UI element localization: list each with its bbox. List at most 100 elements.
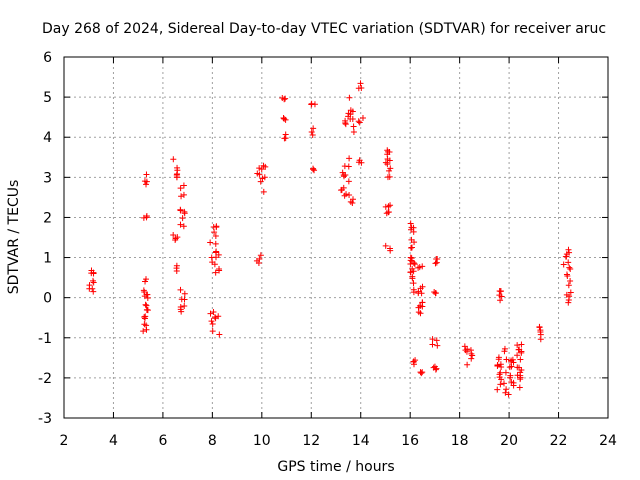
- data-point-marker: [433, 337, 440, 344]
- y-tick-label: 4: [43, 130, 52, 146]
- data-point-marker: [143, 178, 150, 185]
- data-point-marker: [416, 264, 423, 271]
- data-point-marker: [170, 231, 177, 238]
- data-point-marker: [143, 214, 150, 221]
- data-point-marker: [341, 192, 348, 199]
- data-point-marker: [411, 261, 418, 268]
- data-point-marker: [500, 380, 507, 387]
- data-point-marker: [355, 159, 362, 166]
- data-point-marker: [256, 165, 263, 172]
- data-point-marker: [502, 389, 509, 396]
- data-point-marker: [384, 147, 391, 154]
- data-point-marker: [208, 318, 215, 325]
- data-point-marker: [498, 376, 505, 383]
- data-point-marker: [468, 350, 475, 357]
- data-point-marker: [409, 265, 416, 272]
- data-point-marker: [385, 203, 392, 210]
- data-point-marker: [212, 232, 219, 239]
- data-point-marker: [387, 165, 394, 172]
- x-tick-label: 22: [550, 433, 568, 449]
- data-point-marker: [254, 170, 261, 177]
- data-point-marker: [173, 262, 180, 269]
- data-point-marker: [416, 302, 423, 309]
- data-point-marker: [384, 161, 391, 168]
- data-point-marker: [177, 286, 184, 293]
- data-point-marker: [342, 171, 349, 178]
- y-tick-label: 3: [43, 170, 52, 186]
- data-point-marker: [382, 159, 389, 166]
- y-tick-label: -2: [38, 371, 52, 387]
- data-point-marker: [212, 315, 219, 322]
- data-point-marker: [311, 167, 318, 174]
- data-point-marker: [349, 108, 356, 115]
- data-point-marker: [342, 121, 349, 128]
- data-point-marker: [181, 302, 188, 309]
- data-point-marker: [177, 221, 184, 228]
- data-point-marker: [345, 110, 352, 117]
- data-point-marker: [143, 181, 150, 188]
- data-point-marker: [281, 115, 288, 122]
- data-point-marker: [407, 254, 414, 261]
- data-point-marker: [502, 369, 509, 376]
- grid-lines: [64, 57, 608, 418]
- data-point-marker: [216, 266, 223, 273]
- data-point-marker: [143, 326, 150, 333]
- data-point-marker: [340, 173, 347, 180]
- data-point-marker: [177, 185, 184, 192]
- data-point-marker: [143, 291, 150, 298]
- data-point-marker: [209, 328, 216, 335]
- data-point-marker: [431, 363, 438, 370]
- data-point-marker: [432, 366, 439, 373]
- y-tick-label: -3: [38, 411, 52, 427]
- data-point-marker: [308, 129, 315, 136]
- data-point-marker: [310, 166, 317, 173]
- data-point-marker: [407, 268, 414, 275]
- data-point-marker: [565, 246, 572, 253]
- data-point-marker: [279, 94, 286, 101]
- data-point-marker: [419, 299, 426, 306]
- data-point-marker: [180, 191, 187, 198]
- data-point-marker: [387, 202, 394, 209]
- data-point-marker: [256, 256, 263, 263]
- data-point-marker: [174, 164, 181, 171]
- data-point-marker: [90, 270, 97, 277]
- x-tick-label: 12: [302, 433, 320, 449]
- data-point-marker: [209, 259, 216, 266]
- data-points: [86, 80, 574, 398]
- data-point-marker: [565, 299, 572, 306]
- data-point-marker: [142, 301, 149, 308]
- data-point-marker: [215, 251, 222, 258]
- x-tick-label: 20: [500, 433, 518, 449]
- data-point-marker: [356, 119, 363, 126]
- data-point-marker: [387, 245, 394, 252]
- data-point-marker: [86, 282, 93, 289]
- data-point-marker: [409, 275, 416, 282]
- data-point-marker: [141, 313, 148, 320]
- data-point-marker: [497, 361, 504, 368]
- data-point-marker: [346, 94, 353, 101]
- data-point-marker: [346, 155, 353, 162]
- data-point-marker: [495, 354, 502, 361]
- data-point-marker: [432, 260, 439, 267]
- y-axis-label: SDTVAR / TECUs: [6, 180, 22, 295]
- data-point-marker: [142, 313, 149, 320]
- data-point-marker: [494, 361, 501, 368]
- data-point-marker: [207, 239, 214, 246]
- data-point-marker: [408, 244, 415, 251]
- data-point-marker: [419, 283, 426, 290]
- data-point-marker: [172, 237, 179, 244]
- data-point-marker: [407, 220, 414, 227]
- data-point-marker: [567, 289, 574, 296]
- x-tick-label: 16: [401, 433, 419, 449]
- x-tick-label: 14: [352, 433, 370, 449]
- x-axis-label: GPS time / hours: [277, 459, 394, 475]
- data-point-marker: [563, 253, 570, 260]
- data-point-marker: [516, 346, 523, 353]
- data-point-marker: [429, 336, 436, 343]
- data-point-marker: [355, 118, 362, 125]
- data-point-marker: [408, 236, 415, 243]
- data-point-marker: [567, 266, 574, 273]
- data-point-marker: [350, 129, 357, 136]
- data-point-marker: [349, 200, 356, 207]
